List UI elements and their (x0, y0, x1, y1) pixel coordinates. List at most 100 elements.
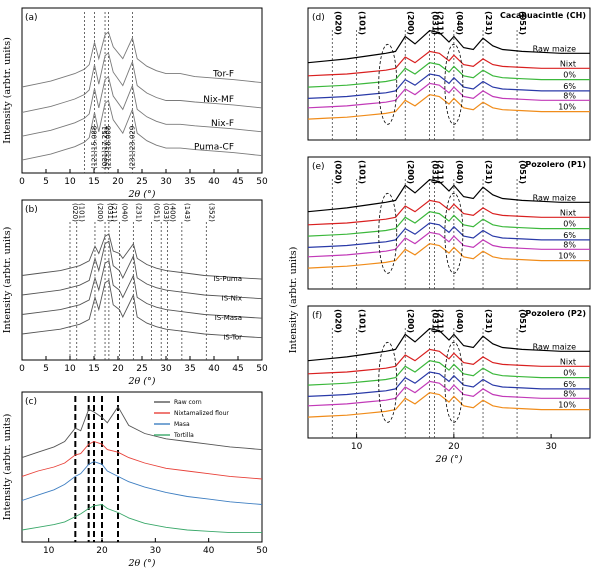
series-label: 6% (563, 82, 576, 91)
series-line-0 (21, 31, 263, 88)
highlight-ellipse (444, 341, 464, 423)
peak-annotation: (211)18.008 (104, 126, 112, 169)
miller-index-label: (020) (333, 309, 342, 333)
panel-label: (e) (312, 162, 325, 172)
x-tick-label: 45 (232, 177, 243, 187)
highlight-ellipse (444, 43, 464, 125)
series-line-2 (21, 260, 263, 319)
x-tick-label: 5 (43, 364, 49, 374)
x-tick-label: 30 (160, 364, 172, 374)
highlight-ellipse (378, 341, 398, 423)
series-line-0 (307, 179, 590, 213)
series-label: Tor-F (212, 70, 234, 80)
series-line-0 (21, 405, 263, 459)
series-line-0 (307, 30, 590, 64)
miller-index-label: (031) (431, 309, 440, 333)
series-line-2 (307, 62, 590, 88)
series-line-1 (21, 240, 263, 300)
series-label: IS-Puma (213, 275, 242, 283)
miller-index-label: (101) (358, 11, 367, 35)
y-axis-title: Intensity (arbtr. units) (288, 247, 299, 354)
series-line-4 (307, 82, 590, 109)
x-tick-label: 10 (64, 177, 76, 187)
series-label: 8% (563, 91, 576, 100)
miller-index-label: (211) (435, 309, 444, 333)
miller-index-label: (051) (518, 309, 527, 333)
miller-index-label: (200) (406, 11, 415, 35)
miller-index-label: (400) (168, 203, 176, 222)
miller-index-label: (040) (120, 203, 128, 222)
series-line-1 (21, 441, 263, 480)
series-label: 10% (558, 252, 576, 261)
miller-index-label: (211) (110, 203, 118, 222)
series-label: Nix-MF (203, 95, 234, 105)
x-axis-title: 2θ (°) (435, 454, 463, 465)
miller-index-label: (040) (455, 309, 464, 333)
x-tick-label: 40 (208, 177, 220, 187)
miller-index-label: (033) (162, 203, 170, 222)
x-tick-label: 0 (19, 177, 25, 187)
x-axis-title: 2θ (°) (128, 558, 156, 569)
miller-index-label: (200) (96, 203, 104, 222)
series-label: IS-Tor (223, 334, 242, 342)
x-tick-label: 5 (43, 177, 49, 187)
axis-frame (307, 156, 591, 290)
x-tick-label: 25 (136, 364, 147, 374)
legend-label: Masa (174, 421, 190, 428)
miller-index-label: (231) (484, 11, 493, 35)
x-tick-label: 50 (256, 546, 268, 556)
x-tick-label: 15 (88, 364, 99, 374)
miller-index-label: (101) (358, 309, 367, 333)
series-line-4 (307, 231, 590, 258)
series-label: Nixt (560, 357, 576, 366)
series-label: 0% (563, 71, 576, 80)
chart-panel-4: (e) Pozolero (P1) (020) (101) (200) (031)(211… (307, 156, 591, 290)
series-line-1 (21, 51, 263, 113)
miller-index-label: (231) (484, 309, 493, 333)
miller-index-label: (051) (518, 11, 527, 35)
miller-index-label: (352) (207, 203, 215, 222)
series-line-3 (21, 99, 263, 161)
axis-frame (307, 305, 591, 439)
panel-label: (a) (25, 13, 38, 23)
series-line-2 (21, 461, 263, 505)
series-line-2 (307, 360, 590, 386)
x-tick-label: 25 (136, 177, 147, 187)
series-line-3 (307, 222, 590, 248)
panel-title: Pozolero (P1) (525, 160, 586, 169)
x-tick-label: 0 (19, 364, 25, 374)
series-label: 0% (563, 220, 576, 229)
series-label: 8% (563, 240, 576, 249)
x-tick-label: 30 (150, 546, 162, 556)
chart-panel-2: (c) Raw corn Nixtamalized flour Masa Tortill… (2, 391, 268, 569)
series-line-4 (307, 380, 590, 407)
series-label: 6% (563, 380, 576, 389)
miller-index-label: (200) (406, 309, 415, 333)
x-tick-label: 35 (184, 177, 195, 187)
x-tick-label: 45 (232, 364, 243, 374)
miller-index-label: (031) (106, 203, 114, 222)
x-tick-label: 20 (112, 364, 124, 374)
legend-label: Raw corn (174, 399, 202, 406)
chart-panel-1: (b) (020)(101) (200) (031)(211) (040) (231) (0… (2, 199, 268, 387)
series-label: Nixt (560, 208, 576, 217)
legend-label: Tortilla (173, 432, 194, 439)
miller-index-label: (143) (183, 203, 191, 222)
series-line-5 (307, 391, 590, 418)
x-tick-label: 20 (112, 177, 124, 187)
axis-frame (307, 7, 591, 141)
miller-index-label: (020) (333, 160, 342, 184)
panel-title: Pozolero (P2) (525, 309, 586, 318)
x-tick-label: 20 (96, 546, 108, 556)
panel-label: (d) (312, 13, 325, 23)
y-axis-title: Intensity (arbtr. units) (2, 227, 13, 334)
x-tick-label: 10 (43, 546, 55, 556)
miller-index-label: (200) (406, 160, 415, 184)
x-tick-label: 10 (64, 364, 76, 374)
series-label: 10% (558, 103, 576, 112)
series-line-5 (307, 242, 590, 269)
series-line-3 (21, 504, 262, 534)
miller-index-label: (040) (455, 160, 464, 184)
series-line-2 (307, 211, 590, 237)
series-line-1 (307, 348, 590, 375)
